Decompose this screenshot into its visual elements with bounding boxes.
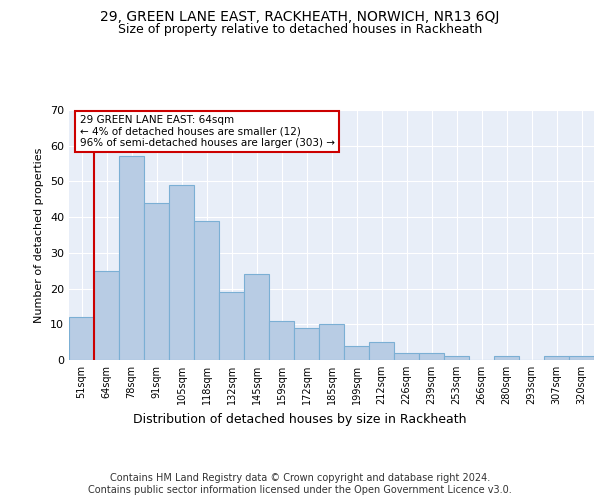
Bar [219,292,244,360]
Bar [144,203,169,360]
Bar [69,317,94,360]
Bar [94,270,119,360]
Text: 29 GREEN LANE EAST: 64sqm
← 4% of detached houses are smaller (12)
96% of semi-d: 29 GREEN LANE EAST: 64sqm ← 4% of detach… [79,115,335,148]
Bar [319,324,344,360]
Bar [444,356,469,360]
Bar [244,274,269,360]
Bar [269,320,294,360]
Bar [419,353,444,360]
Bar [494,356,519,360]
Bar [194,220,219,360]
Text: Contains HM Land Registry data © Crown copyright and database right 2024.
Contai: Contains HM Land Registry data © Crown c… [88,474,512,495]
Y-axis label: Number of detached properties: Number of detached properties [34,148,44,322]
Text: 29, GREEN LANE EAST, RACKHEATH, NORWICH, NR13 6QJ: 29, GREEN LANE EAST, RACKHEATH, NORWICH,… [100,10,500,24]
Bar [369,342,394,360]
Bar [119,156,144,360]
Bar [544,356,569,360]
Bar [569,356,594,360]
Bar [344,346,369,360]
Bar [169,185,194,360]
Bar [294,328,319,360]
Text: Distribution of detached houses by size in Rackheath: Distribution of detached houses by size … [133,412,467,426]
Text: Size of property relative to detached houses in Rackheath: Size of property relative to detached ho… [118,22,482,36]
Bar [394,353,419,360]
